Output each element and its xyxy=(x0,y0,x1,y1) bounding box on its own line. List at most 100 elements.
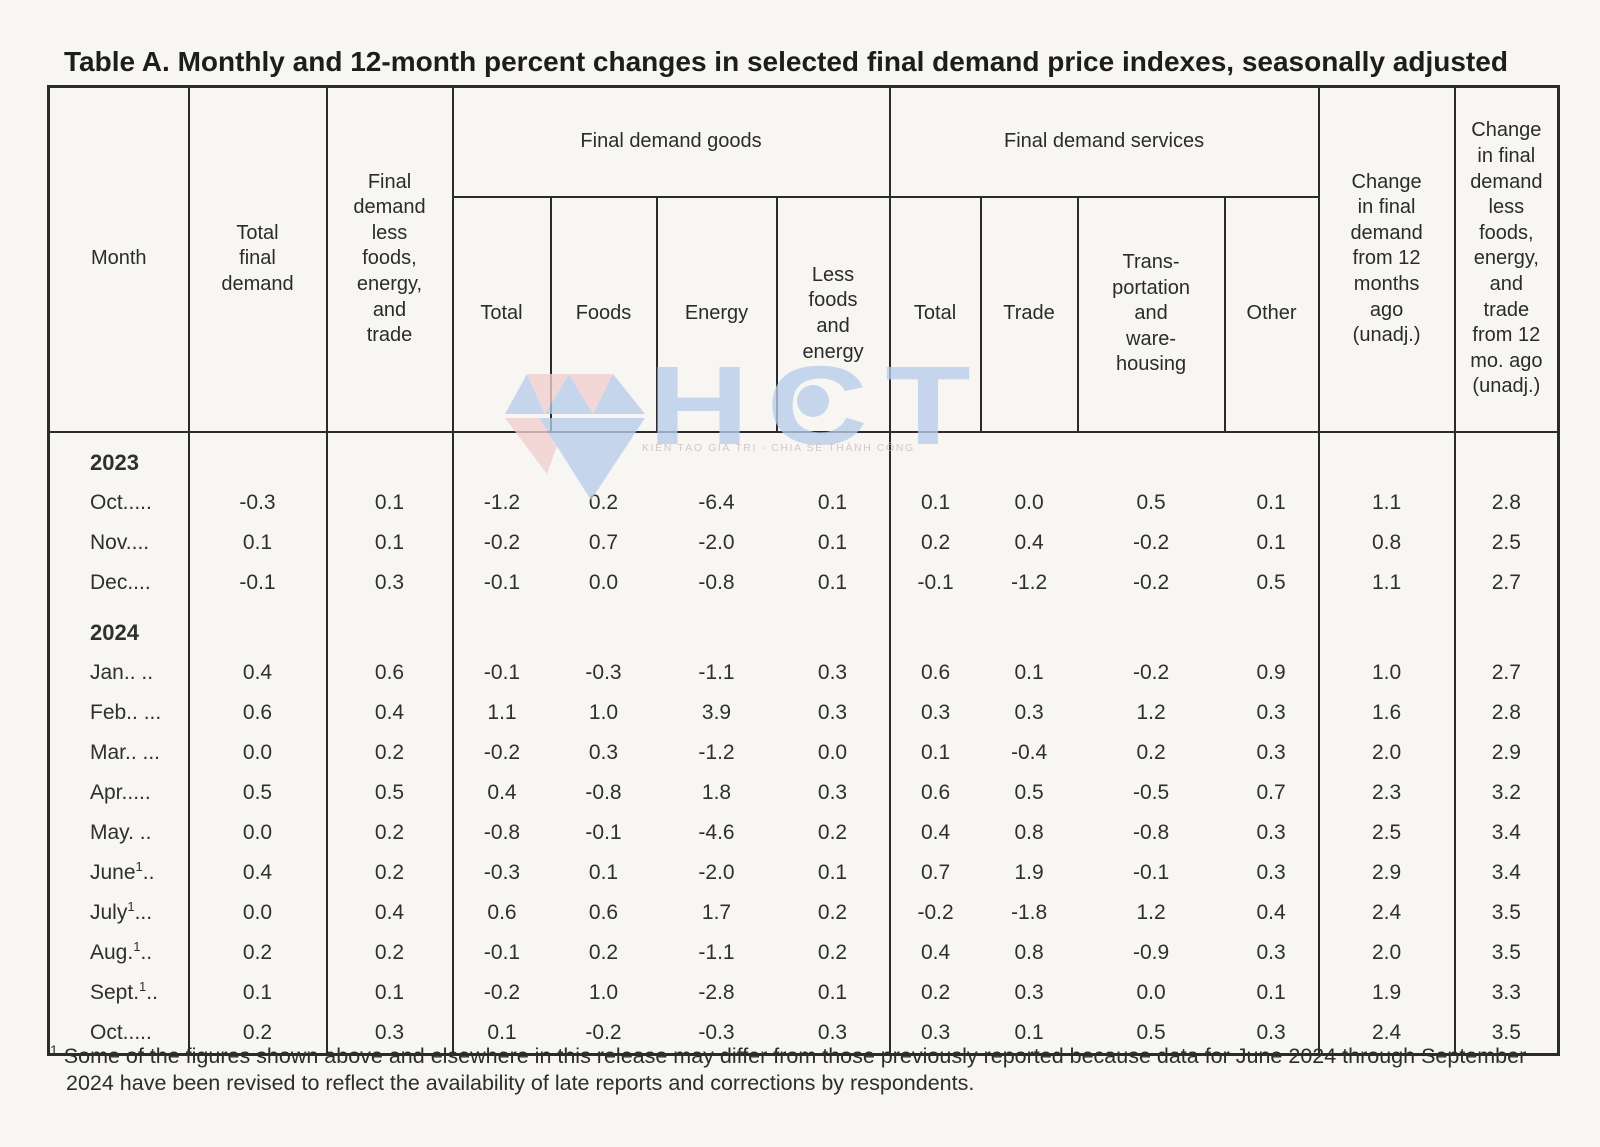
value-cell: -0.3 xyxy=(585,660,622,684)
table-row: July1... 0.0 0.4 0.6 0.6 1.7 0.2 -0.2 -1.8 1.2 0.4… xyxy=(49,892,1559,933)
value-cell: 0.1 xyxy=(817,860,848,884)
value-cell: 0.1 xyxy=(187,972,327,1013)
value-cell: 0.1 xyxy=(588,860,619,884)
value-cell: 2.3 xyxy=(1317,772,1455,813)
value-cell: 2.0 xyxy=(1317,732,1455,773)
value-cell: -0.5 xyxy=(1132,780,1170,804)
value-cell: 2.7 xyxy=(1453,652,1559,693)
value-cell: 0.5 xyxy=(1136,1020,1166,1044)
value-cell: 2.5 xyxy=(1317,812,1455,853)
value-cell: 0.9 xyxy=(1256,660,1286,684)
value-cell: 0.2 xyxy=(817,820,848,844)
data-table-container: Month Total final demand Final demand le… xyxy=(47,85,1561,1056)
value-cell: 0.2 xyxy=(187,1012,327,1054)
table-row: Sept.1.. 0.1 0.1 -0.2 1.0 -2.8 0.1 0.2 0.3 0.0 0.1… xyxy=(49,972,1559,1013)
table-row: Nov.... 0.1 0.1 -0.2 0.7 -2.0 0.1 0.2 0.4 -0.2 0.1… xyxy=(49,522,1559,563)
month-label: Oct..... xyxy=(90,490,152,514)
value-cell: 3.5 xyxy=(1453,892,1559,933)
month-label: Sept.1.. xyxy=(90,978,158,1004)
value-cell xyxy=(1317,602,1455,653)
value-cell: 1.1 xyxy=(451,692,551,733)
value-cell: 1.2 xyxy=(1136,700,1166,724)
value-cell: 2.8 xyxy=(1453,482,1559,523)
value-cell: 1.6 xyxy=(1317,692,1455,733)
month-label: June1.. xyxy=(90,858,155,884)
col-header-services-total: Total xyxy=(888,195,982,433)
value-cell: -0.1 xyxy=(451,932,551,973)
month-label: July1... xyxy=(90,898,153,924)
value-cell: 0.3 xyxy=(325,1012,453,1054)
col-header-goods-total: Total xyxy=(451,195,552,433)
value-cell xyxy=(1453,431,1559,483)
footnote-text: Some of the figures shown above and else… xyxy=(57,1044,1527,1096)
value-cell: 2.9 xyxy=(1317,852,1455,893)
value-cell: 0.3 xyxy=(888,692,981,733)
value-cell xyxy=(1317,431,1455,483)
col-header-services-other: Other xyxy=(1223,195,1320,433)
value-cell: 0.1 xyxy=(1014,1020,1044,1044)
group-header-final-demand-services: Final demand services xyxy=(888,85,1320,198)
value-cell: 0.1 xyxy=(451,1012,551,1054)
value-cell: 0.2 xyxy=(588,490,619,514)
table-row: May. .. 0.0 0.2 -0.8 -0.1 -4.6 0.2 0.4 0.8 -0.8 0.… xyxy=(49,812,1559,853)
value-cell: 0.1 xyxy=(888,732,981,773)
month-label: May. .. xyxy=(90,820,152,844)
value-cell: 0.1 xyxy=(187,522,327,563)
value-cell: 1.1 xyxy=(1317,482,1455,523)
value-cell: -0.2 xyxy=(1132,660,1170,684)
value-cell: 0.1 xyxy=(817,570,848,594)
col-header-services-transportation-warehousing: Trans- portation and ware- housing xyxy=(1076,195,1226,433)
value-cell: 3.4 xyxy=(1453,852,1559,893)
value-cell: 0.6 xyxy=(888,772,981,813)
data-table: Month Total final demand Final demand le… xyxy=(47,85,1561,1056)
value-cell: 0.3 xyxy=(817,660,848,684)
value-cell: 0.5 xyxy=(325,772,453,813)
value-cell: 0.2 xyxy=(325,812,453,853)
value-cell xyxy=(888,602,981,653)
value-cell: 1.0 xyxy=(588,980,619,1004)
month-label: Aug.1.. xyxy=(90,938,153,964)
value-cell: 3.5 xyxy=(1453,1012,1559,1054)
value-cell: 0.4 xyxy=(187,652,327,693)
value-cell: -6.4 xyxy=(698,490,735,514)
month-label: Jan.. .. xyxy=(90,660,154,684)
value-cell xyxy=(777,432,890,483)
value-cell: 0.0 xyxy=(817,740,848,764)
value-cell: 0.2 xyxy=(1136,740,1166,764)
value-cell: 1.1 xyxy=(1317,562,1455,603)
value-cell: 0.3 xyxy=(888,1012,981,1054)
value-cell xyxy=(187,431,327,483)
value-cell: 0.2 xyxy=(817,900,848,924)
value-cell: 0.7 xyxy=(888,852,981,893)
value-cell: 0.3 xyxy=(817,700,848,724)
value-cell: 0.2 xyxy=(817,940,848,964)
value-cell: 0.0 xyxy=(187,812,327,853)
value-cell: 0.3 xyxy=(817,780,848,804)
value-cell: 0.6 xyxy=(888,652,981,693)
value-cell: 0.0 xyxy=(588,570,619,594)
table-row: Jan.. .. 0.4 0.6 -0.1 -0.3 -1.1 0.3 0.6 0.1 -0.2 0… xyxy=(49,652,1559,693)
value-cell: -2.8 xyxy=(698,980,735,1004)
value-cell: 1.0 xyxy=(588,700,619,724)
year-label: 2023 xyxy=(90,449,139,475)
value-cell: 0.2 xyxy=(325,932,453,973)
value-cell: -0.2 xyxy=(451,522,551,563)
value-cell: -0.8 xyxy=(585,780,622,804)
table-header: Month Total final demand Final demand le… xyxy=(47,85,1560,433)
table-row: Mar.. ... 0.0 0.2 -0.2 0.3 -1.2 0.0 0.1 -0.4 0.2 0… xyxy=(49,732,1559,773)
value-cell xyxy=(1078,432,1225,483)
value-cell xyxy=(1078,603,1225,653)
value-cell: 0.4 xyxy=(888,812,981,853)
value-cell xyxy=(981,603,1078,653)
value-cell: -0.8 xyxy=(698,570,735,594)
value-cell: 0.1 xyxy=(1256,980,1286,1004)
month-label: Oct..... xyxy=(90,1020,152,1044)
month-label: Feb.. ... xyxy=(90,700,162,724)
value-cell: 0.3 xyxy=(1014,980,1044,1004)
value-cell: 0.6 xyxy=(451,892,551,933)
value-cell: 3.5 xyxy=(1453,932,1559,973)
value-cell: 0.4 xyxy=(1256,900,1286,924)
value-cell: 0.1 xyxy=(817,980,848,1004)
value-cell: 0.8 xyxy=(1014,820,1044,844)
col-header-goods-less-foods-energy: Less foods and energy xyxy=(775,195,891,433)
